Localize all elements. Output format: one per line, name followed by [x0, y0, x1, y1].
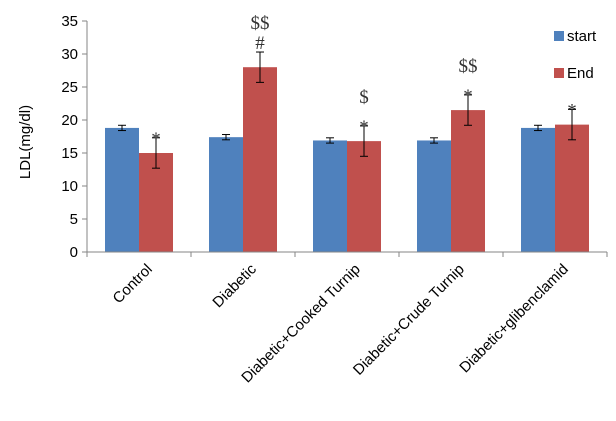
bar-start [313, 140, 347, 252]
legend: start End [554, 28, 597, 82]
legend-swatch [554, 68, 564, 78]
error-bar [534, 124, 542, 132]
error-bar [222, 134, 230, 141]
y-axis-title: LDL(mg/dl) [17, 105, 34, 179]
x-category-label: Diabetic [209, 260, 260, 311]
significance-marker: * [151, 129, 161, 150]
bar-end [243, 67, 277, 252]
legend-label: End [567, 65, 594, 82]
significance-marker: $$ [251, 13, 270, 34]
bar-end [451, 110, 485, 252]
bar-group [105, 67, 589, 252]
error-bar [464, 94, 472, 126]
bar-start [209, 137, 243, 252]
error-bar [256, 51, 264, 83]
bar-start [521, 127, 555, 252]
significance-marker: * [463, 86, 473, 107]
y-tick-label: 35 [61, 13, 78, 30]
legend-swatch [554, 31, 564, 41]
y-tick-label: 20 [61, 112, 78, 129]
significance-marker: $ [359, 87, 369, 108]
y-tick-label: 15 [61, 145, 78, 162]
y-tick-label: 0 [70, 244, 78, 261]
x-category-label: Diabetic+Cooked Turnip [238, 261, 364, 387]
significance-marker: # [255, 33, 265, 54]
y-tick-label: 25 [61, 79, 78, 96]
error-bar [152, 137, 160, 169]
error-bar [568, 108, 576, 141]
legend-item-start: start [554, 28, 597, 45]
annotation-group: *$$#$*$$** [151, 13, 577, 150]
significance-marker: * [567, 100, 577, 121]
y-tick-label: 10 [61, 178, 78, 195]
bar-end [139, 153, 173, 252]
bar-end [347, 141, 381, 252]
bar-end [555, 124, 589, 252]
x-category-label: Control [110, 261, 156, 307]
error-bar-group [118, 51, 576, 169]
error-bar [326, 137, 334, 144]
x-category-label: Diabetic+Crude Turnip [350, 261, 468, 379]
y-axis: 0 5 10 15 20 25 30 35 [61, 13, 88, 261]
bar-start [417, 140, 451, 252]
x-category-label: Diabetic+glibenclamid [456, 261, 572, 377]
bar-start [105, 127, 139, 252]
significance-marker: $$ [459, 56, 478, 77]
significance-marker: * [359, 117, 369, 138]
y-tick-label: 5 [70, 211, 78, 228]
error-bar [430, 137, 438, 144]
legend-item-end: End [554, 65, 594, 82]
y-tick-label: 30 [61, 46, 78, 63]
legend-label: start [567, 28, 597, 45]
error-bar [118, 124, 126, 132]
error-bar [360, 125, 368, 157]
